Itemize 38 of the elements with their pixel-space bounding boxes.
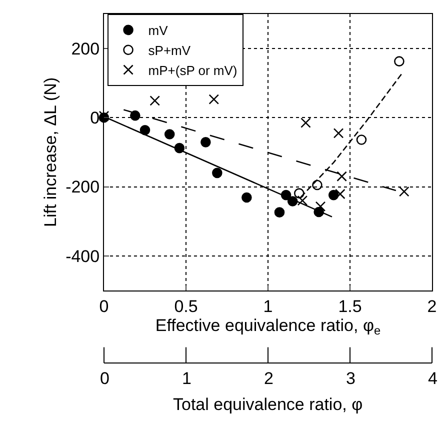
point	[300, 118, 311, 128]
x2-tick-label: 2	[264, 369, 274, 388]
point	[394, 56, 404, 66]
y-axis-title: Lift increase, ΔL (N)	[41, 77, 60, 228]
point	[242, 192, 252, 203]
legend-label: mP+(sP or mV)	[148, 62, 238, 78]
point	[200, 137, 211, 148]
point	[212, 168, 222, 178]
x2-axis-title: Total equivalence ratio, φ	[173, 395, 363, 414]
point	[150, 96, 160, 106]
x-tick-label: 0.5	[174, 296, 198, 316]
point	[297, 195, 308, 206]
y-tick-label: 0	[90, 108, 100, 128]
point	[312, 180, 322, 190]
legend-label: sP+mV	[148, 42, 191, 58]
y-tick-label: 200	[71, 40, 100, 58]
point	[315, 201, 326, 212]
point	[335, 188, 346, 200]
point	[208, 94, 220, 104]
point	[164, 129, 175, 140]
point	[328, 190, 339, 200]
point	[333, 128, 344, 138]
y-tick-label: -200	[66, 178, 100, 197]
point	[294, 188, 304, 198]
legend-label: mV	[148, 23, 168, 38]
x-tick-label: 2	[427, 296, 437, 316]
x2-tick-label: 4	[428, 369, 438, 388]
y-tick-label: -400	[66, 246, 100, 266]
point	[398, 186, 410, 197]
point	[140, 124, 150, 136]
point	[356, 134, 367, 145]
x2-tick-label: 1	[182, 369, 192, 388]
point	[336, 171, 347, 182]
x-tick-label: 1.5	[338, 296, 362, 316]
x-axis-title: Effective equivalence ratio, φ$_{e}$	[155, 316, 381, 338]
point	[274, 207, 285, 218]
x-tick-label: 1	[263, 296, 273, 316]
x2-tick-label: 3	[346, 369, 356, 388]
